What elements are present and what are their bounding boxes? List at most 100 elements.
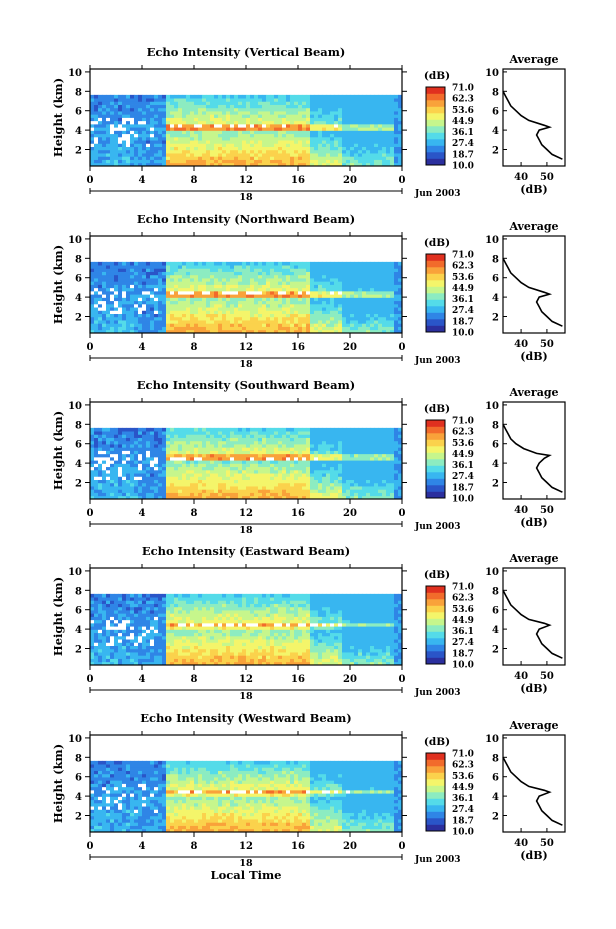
heatmap-cell [254, 101, 259, 105]
heatmap-cell [314, 463, 319, 468]
heatmap-cell [342, 123, 347, 128]
heatmap-cell [102, 303, 107, 308]
heatmap-cell [258, 136, 263, 141]
heatmap-cell [270, 274, 275, 279]
heatmap-cell [166, 261, 171, 266]
heatmap-cell [162, 437, 167, 442]
heatmap-cell [198, 427, 203, 432]
heatmap-cell [146, 447, 151, 451]
heatmap-cell [186, 450, 191, 455]
heatmap-cell [206, 287, 211, 292]
heatmap-cell [194, 159, 199, 164]
heatmap-cell [186, 149, 191, 154]
heatmap-cell [254, 320, 259, 324]
heatmap-cell [382, 162, 387, 167]
heatmap-cell [102, 265, 107, 269]
heatmap-cell [314, 120, 319, 125]
heatmap-cell [114, 300, 119, 305]
heatmap-cell [306, 444, 311, 448]
heatmap-cell [286, 476, 291, 480]
heatmap-cell [362, 323, 367, 327]
heatmap-cell [254, 479, 259, 484]
heatmap-cell [306, 479, 311, 484]
heatmap-cell [114, 94, 119, 99]
heatmap-cell [90, 447, 95, 451]
heatmap-cell [210, 482, 215, 487]
heatmap-cell [254, 489, 259, 493]
heatmap-cell [114, 261, 119, 266]
profile-y-tick-label: 8 [492, 254, 499, 265]
heatmap-cell [126, 447, 131, 451]
heatmap-cell [106, 294, 111, 298]
heatmap-cell [346, 136, 351, 141]
heatmap-cell [250, 111, 255, 115]
heatmap-cell [190, 329, 195, 334]
heatmap-cell [138, 463, 143, 468]
heatmap-cell [158, 297, 163, 302]
heatmap-cell [198, 294, 203, 298]
heatmap-cell [346, 303, 351, 308]
heatmap-cell [142, 156, 147, 160]
heatmap-cell [330, 444, 335, 448]
heatmap-cell [194, 104, 199, 109]
colorbar-tick-label: 36.1 [452, 295, 474, 305]
heatmap-cell [130, 453, 135, 458]
heatmap-cell [270, 265, 275, 269]
heatmap-cell [254, 437, 259, 442]
heatmap-cell [242, 437, 247, 442]
heatmap-cell [258, 447, 263, 451]
heatmap-cell [366, 107, 371, 112]
heatmap-cell [286, 326, 291, 331]
heatmap-cell [246, 146, 251, 151]
heatmap-cell [166, 274, 171, 279]
heatmap-cell [234, 287, 239, 292]
heatmap-cell [286, 316, 291, 321]
heatmap-cell [250, 274, 255, 279]
heatmap-cell [258, 310, 263, 314]
heatmap-cell [194, 149, 199, 154]
heatmap-cell [294, 290, 299, 295]
heatmap-cell [182, 444, 187, 448]
heatmap-cell [122, 437, 127, 442]
heatmap-cell [314, 123, 319, 128]
heatmap-cell [158, 284, 163, 289]
heatmap-cell [386, 127, 391, 131]
heatmap-cell [98, 111, 103, 115]
heatmap-cell [274, 313, 279, 318]
heatmap-cell [98, 281, 103, 285]
heatmap-cell [150, 482, 155, 487]
heatmap-cell [154, 117, 159, 122]
heatmap-cell [330, 127, 335, 131]
heatmap-cell [110, 307, 115, 311]
heatmap-cell [286, 460, 291, 464]
heatmap-cell [166, 140, 171, 144]
heatmap-cell [322, 101, 327, 105]
heatmap-cell [138, 431, 143, 435]
heatmap-cell [254, 290, 259, 295]
heatmap-cell [378, 329, 383, 334]
heatmap-cell [394, 159, 399, 164]
heatmap-cell [218, 303, 223, 308]
heatmap-cell [314, 473, 319, 477]
heatmap-cell [394, 297, 399, 302]
heatmap-cell [390, 271, 395, 276]
heatmap-cell [150, 123, 155, 128]
heatmap-cell [94, 156, 99, 160]
heatmap-cell [398, 274, 403, 279]
heatmap-cell [130, 146, 135, 151]
heatmap-cell [170, 463, 175, 468]
heatmap-cell [202, 437, 207, 442]
heatmap-cell [90, 313, 95, 318]
heatmap-cell [302, 287, 307, 292]
profile-y-tick-label: 6 [492, 274, 499, 285]
heatmap-cell [210, 133, 215, 138]
heatmap-cell [330, 156, 335, 160]
heatmap-cell [274, 120, 279, 125]
heatmap-cell [182, 329, 187, 334]
heatmap-cell [374, 307, 379, 311]
heatmap-cell [354, 329, 359, 334]
heatmap-cell [166, 104, 171, 109]
heatmap-cell [186, 146, 191, 151]
heatmap-cell [354, 153, 359, 157]
heatmap-cell [194, 486, 199, 490]
